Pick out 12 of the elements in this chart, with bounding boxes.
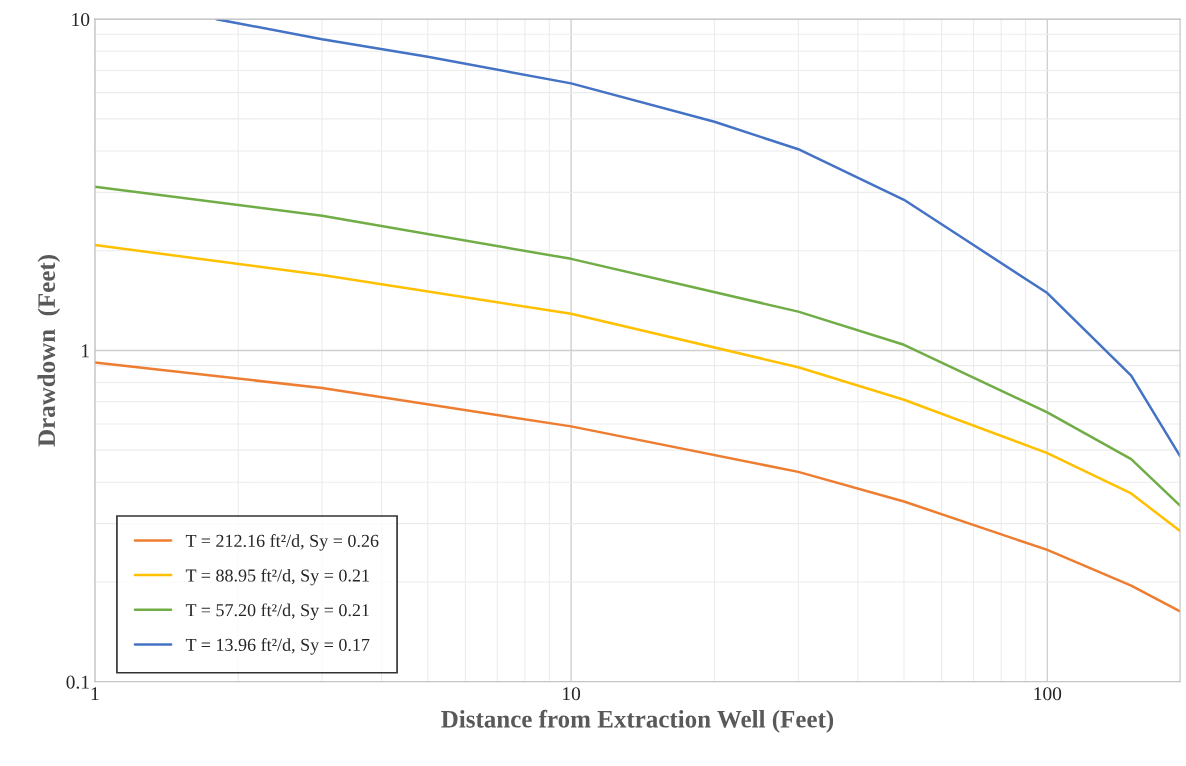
x-tick-label: 10: [563, 687, 581, 701]
x-tick-label: 100: [1034, 687, 1062, 701]
x-axis-title: Distance from Extraction Well (Feet): [441, 709, 834, 733]
y-tick-label: 0.1: [66, 675, 89, 689]
y-axis-title: Drawdown (Feet): [37, 255, 61, 447]
legend-label: T = 88.95 ft²/d, Sy = 0.21: [185, 568, 369, 586]
y-tick-label: 1: [82, 344, 89, 358]
legend-label: T = 13.96 ft²/d, Sy = 0.17: [185, 638, 370, 655]
y-tick-label: 10: [72, 12, 90, 27]
legend-label: T = 212.16 ft²/d, Sy = 0.26: [185, 534, 379, 551]
x-tick-label: 1: [91, 687, 99, 701]
legend-label: T = 57.20 ft²/d, Sy = 0.21: [185, 603, 369, 620]
